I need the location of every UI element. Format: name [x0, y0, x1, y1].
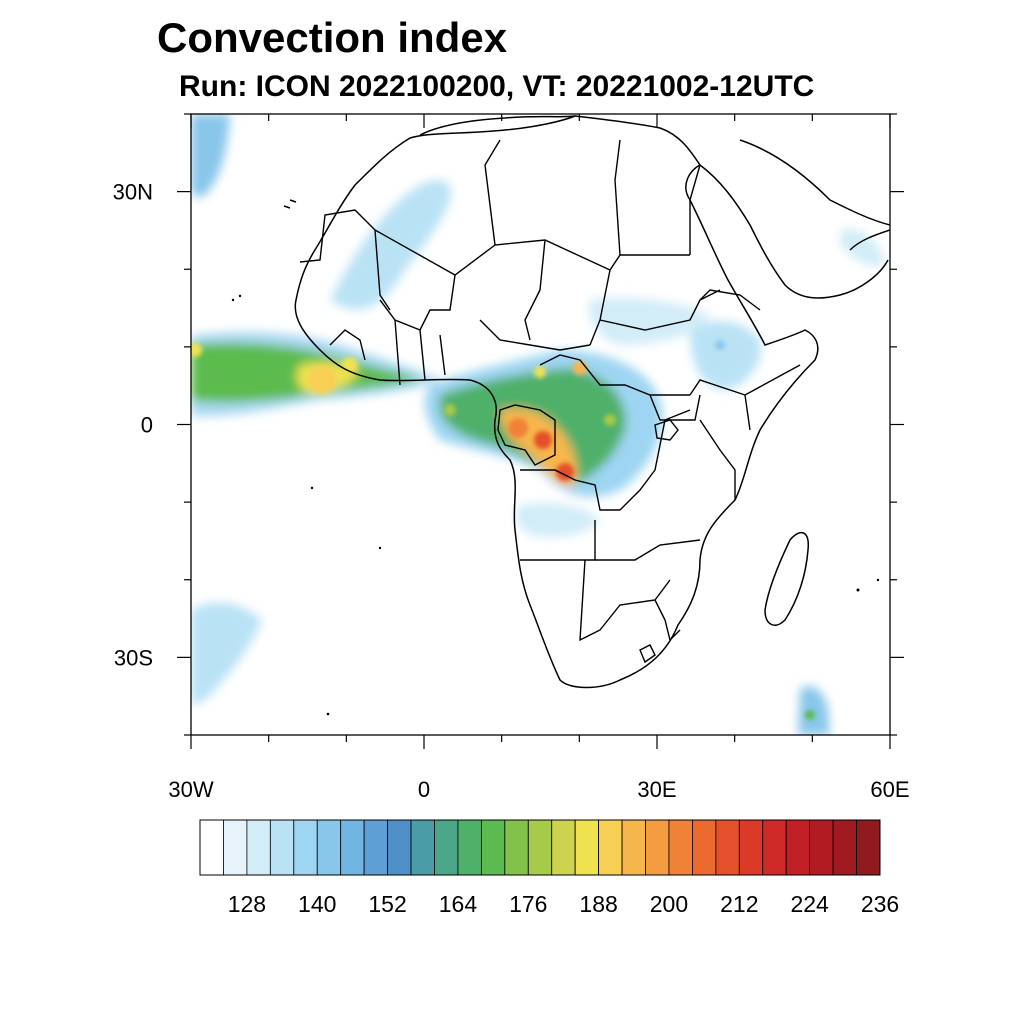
colorbar-swatch — [809, 819, 834, 876]
colorbar-swatch — [504, 819, 529, 876]
colorbar-swatch — [715, 819, 740, 876]
arabia-north — [739, 139, 890, 226]
colorbar-label: 152 — [368, 891, 406, 917]
colorbar-swatch — [621, 819, 646, 876]
colorbar-swatch — [480, 819, 506, 876]
colorbar-swatch — [832, 819, 857, 876]
x-tick-label: 30E — [637, 777, 676, 802]
colorbar-label: 212 — [720, 891, 758, 917]
colorbar-label: 200 — [650, 891, 688, 917]
country-borders — [299, 139, 801, 664]
x-tick-label: 0 — [418, 777, 430, 802]
colorbar-label: 188 — [579, 891, 617, 917]
y-tick-label: 30S — [114, 645, 153, 670]
colorbar-swatch — [785, 819, 811, 876]
madagascar — [764, 531, 809, 626]
coastlines — [283, 115, 890, 689]
colorbar-label: 176 — [509, 891, 547, 917]
mediterranean — [419, 115, 576, 136]
colorbar-swatch — [457, 819, 482, 876]
arabia-coast — [699, 164, 889, 299]
colorbar-label: 128 — [228, 891, 266, 917]
colorbar-swatch — [645, 819, 670, 876]
africa-coastline — [294, 115, 819, 689]
chart-title: Convection index — [157, 14, 508, 61]
colorbar-swatch — [410, 819, 435, 876]
colorbar-label: 236 — [861, 891, 899, 917]
y-tick-label: 30N — [113, 180, 153, 205]
colorbar-swatch — [199, 819, 224, 876]
colorbar-swatch — [293, 819, 318, 876]
colorbar-label: 140 — [298, 891, 336, 917]
colorbar-swatch — [668, 819, 693, 876]
colorbar-swatch — [598, 819, 623, 876]
colorbar-swatch — [316, 819, 342, 876]
colorbar-swatch — [269, 819, 295, 876]
colorbar-swatch — [574, 819, 600, 876]
colorbar-swatch — [856, 819, 881, 876]
colorbar-swatch — [551, 819, 576, 876]
colorbar-swatch — [434, 819, 459, 876]
colorbar-swatch — [246, 819, 271, 876]
colorbar-swatch — [738, 819, 764, 876]
axes: 30W 0 30E 60E 30N 0 30S — [113, 113, 910, 802]
colorbar-swatch — [363, 819, 388, 876]
gulf-coast — [849, 229, 890, 251]
colorbar-swatch — [387, 819, 412, 876]
x-tick-label: 30W — [168, 777, 213, 802]
colorbar-swatch — [340, 819, 365, 876]
colorbar-label: 224 — [790, 891, 829, 917]
colorbar-swatch — [692, 819, 717, 876]
colorbar-swatch — [223, 819, 248, 876]
chart-subtitle: Run: ICON 2022100200, VT: 20221002-12UTC — [179, 70, 815, 103]
canary — [283, 199, 297, 209]
colorbar-swatch — [527, 819, 553, 876]
colorbar-frame — [199, 819, 881, 876]
y-tick-label: 0 — [141, 413, 153, 438]
colorbar: 128 140 152 164 176 188 200 212 224 236 — [199, 819, 899, 917]
colorbar-swatch — [762, 819, 787, 876]
small-islands — [231, 294, 880, 716]
colorbar-label: 164 — [439, 891, 478, 917]
x-tick-label: 60E — [870, 777, 909, 802]
